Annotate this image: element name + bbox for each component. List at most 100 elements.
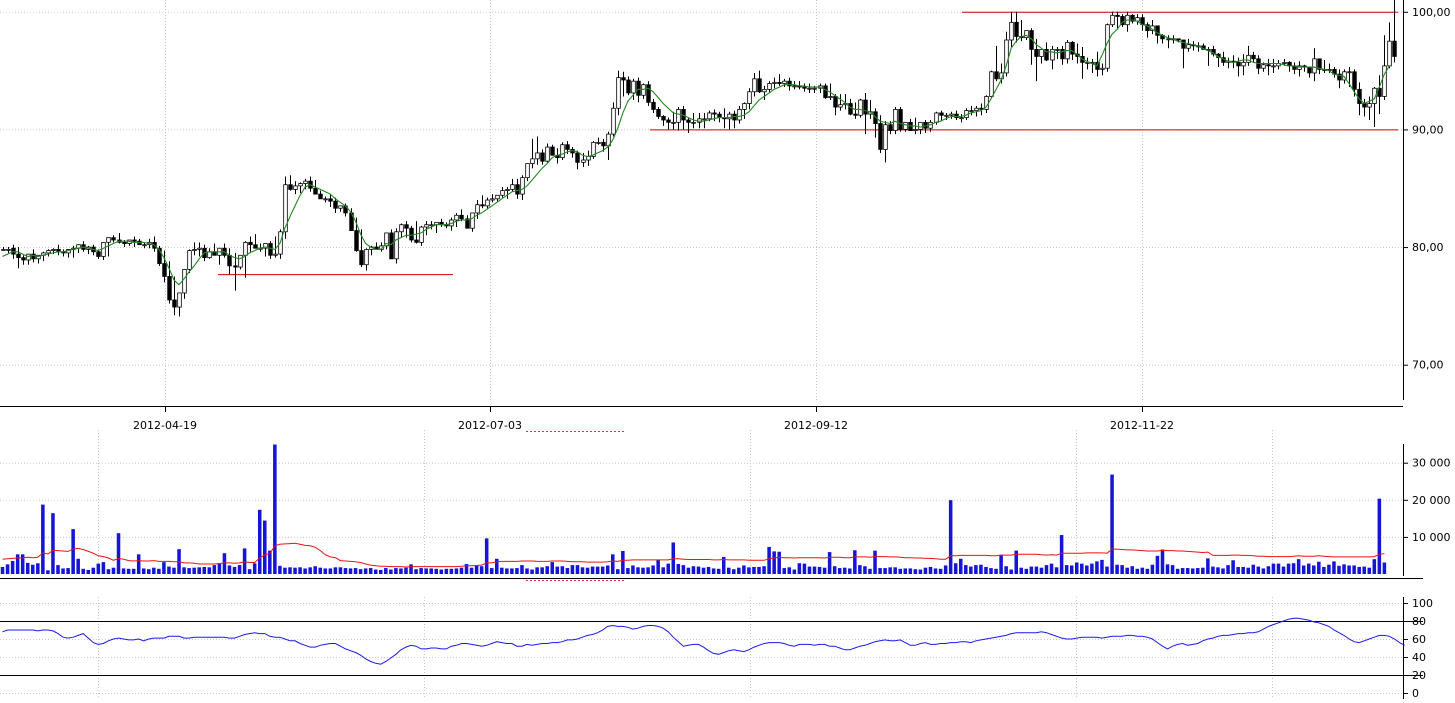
volume-bar: [348, 568, 353, 574]
volume-bar: [106, 569, 111, 574]
candle-down: [414, 239, 419, 243]
candle-up: [510, 184, 515, 190]
volume-bar: [893, 567, 897, 574]
candle-up: [182, 269, 187, 294]
date-tick-label: 2012-07-03: [458, 419, 522, 432]
candle-up: [959, 117, 964, 120]
volume-bar: [1306, 563, 1311, 574]
volume-bar: [1095, 561, 1099, 574]
candle-down: [802, 86, 807, 89]
volume-bar: [182, 567, 186, 574]
candle-down: [601, 141, 606, 147]
volume-bar: [782, 568, 787, 574]
candle-up: [913, 129, 918, 131]
volume-bar: [489, 568, 494, 574]
volume-bar: [1044, 565, 1049, 574]
volume-bar: [1170, 565, 1175, 574]
volume-bar: [540, 567, 544, 574]
volume-bar: [474, 565, 479, 574]
volume-bar: [842, 567, 847, 574]
volume-bar: [989, 568, 993, 574]
volume-bar: [807, 566, 812, 574]
volume-bar: [903, 568, 908, 574]
volume-bar: [646, 567, 650, 574]
price-y-tick-label: 100,00: [1412, 6, 1451, 19]
volume-bar: [974, 565, 978, 574]
candle-up: [742, 103, 747, 110]
candle-up: [1382, 65, 1387, 97]
candle-down: [686, 119, 691, 123]
volume-bar: [706, 566, 711, 574]
volume-bar: [530, 569, 534, 574]
volume-bar: [242, 548, 247, 574]
volume-bar: [928, 566, 933, 574]
volume-bar: [600, 566, 605, 574]
candle-up: [101, 241, 106, 257]
volume-bar: [1150, 564, 1155, 574]
volume-bar: [368, 568, 373, 574]
volume-bar: [449, 568, 454, 574]
volume-bar: [252, 563, 257, 574]
candle-down: [1307, 66, 1312, 74]
volume-bar: [484, 538, 489, 574]
candle-up: [752, 78, 757, 93]
candle-up: [283, 184, 288, 233]
candle-down: [268, 243, 273, 256]
candle-down: [227, 254, 232, 267]
candle-up: [399, 224, 404, 233]
candle-down: [318, 193, 323, 200]
volume-bar: [1317, 561, 1321, 574]
volume-bar: [288, 567, 292, 574]
volume-bar: [1135, 568, 1140, 574]
volume-bar: [848, 568, 852, 574]
volume-bar: [1312, 565, 1316, 574]
candle-up: [1261, 64, 1266, 69]
candle-down: [1034, 49, 1039, 57]
volume-bar: [1271, 563, 1276, 574]
candle-up: [520, 177, 525, 195]
osc-y-tick-label: 80: [1412, 615, 1426, 628]
oscillator-panel: 100 80 60 40 20 0: [0, 597, 1433, 700]
volume-bar: [121, 568, 126, 574]
volume-bar: [1110, 474, 1114, 574]
volume-bar: [535, 567, 539, 574]
volume-bar: [202, 566, 207, 574]
volume-bar: [1362, 566, 1366, 574]
volume-bar: [1180, 568, 1185, 574]
candle-up: [293, 185, 298, 190]
candle-down: [888, 124, 893, 131]
volume-bar: [1246, 567, 1250, 574]
candle-up: [419, 226, 424, 243]
candle-up: [707, 112, 712, 120]
candle-up: [1282, 61, 1287, 64]
volume-bar: [631, 565, 635, 574]
candle-down: [288, 184, 293, 190]
volume-bar: [111, 567, 116, 574]
candle-up: [273, 253, 278, 256]
candle-up: [197, 247, 202, 250]
volume-bar: [1327, 564, 1331, 574]
candle-down: [787, 80, 792, 87]
volume-bar: [333, 567, 338, 574]
volume-bar: [278, 565, 282, 574]
candle-down: [233, 265, 238, 268]
volume-bar: [328, 568, 333, 574]
volume-bar: [1004, 566, 1008, 574]
volume-bar: [298, 567, 302, 574]
volume-bar: [66, 568, 70, 574]
candle-down: [122, 241, 127, 244]
candle-up: [591, 141, 596, 157]
volume-bar: [958, 558, 963, 574]
candle-up: [207, 251, 212, 259]
volume-bar: [969, 566, 973, 574]
volume-bar: [1226, 565, 1230, 574]
volume-bar: [1190, 568, 1195, 574]
volume-bar: [1140, 567, 1145, 574]
candle-up: [676, 109, 681, 123]
candle-up: [46, 250, 51, 254]
candle-up: [702, 118, 707, 121]
candle-up: [384, 232, 389, 247]
candle-down: [1029, 30, 1034, 50]
volume-bar: [71, 529, 75, 574]
volume-bar: [217, 563, 222, 574]
